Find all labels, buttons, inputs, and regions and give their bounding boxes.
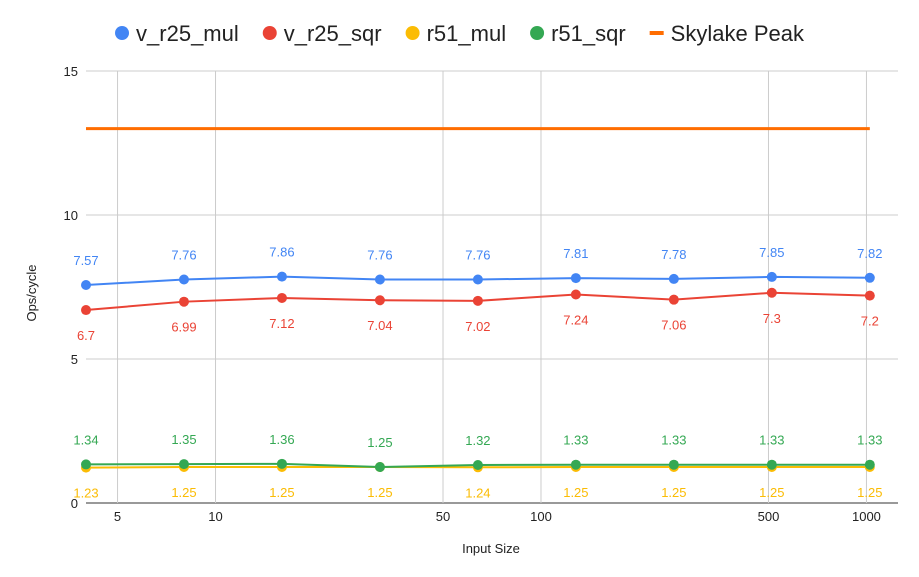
data-label-r51-mul: 1.23 <box>73 486 98 501</box>
data-label-v-r25-mul: 7.76 <box>465 248 490 263</box>
data-label-v-r25-sqr: 7.3 <box>763 311 781 326</box>
data-point-r51-sqr <box>178 459 189 470</box>
data-point-r51-sqr <box>668 459 679 470</box>
data-label-v-r25-sqr: 7.02 <box>465 319 490 334</box>
data-point-v-r25-sqr <box>374 295 385 306</box>
data-label-r51-mul: 1.25 <box>563 485 588 500</box>
data-label-r51-mul: 1.25 <box>171 485 196 500</box>
data-label-r51-sqr: 1.25 <box>367 435 392 450</box>
data-label-r51-sqr: 1.32 <box>465 433 490 448</box>
legend-item-skylake-peak: Skylake Peak <box>649 21 805 46</box>
x-tick-label: 1000 <box>852 509 881 524</box>
data-point-v-r25-mul <box>374 274 385 285</box>
data-label-v-r25-mul: 7.85 <box>759 245 784 260</box>
data-point-r51-sqr <box>472 459 483 470</box>
data-point-v-r25-mul <box>864 272 875 283</box>
x-tick-label: 5 <box>114 509 121 524</box>
legend-label: r51_mul <box>427 21 506 46</box>
data-label-v-r25-mul: 7.76 <box>367 248 392 263</box>
data-point-r51-sqr <box>864 459 875 470</box>
data-label-v-r25-mul: 7.81 <box>563 246 588 261</box>
data-point-v-r25-sqr <box>178 296 189 307</box>
data-label-r51-sqr: 1.33 <box>857 433 882 448</box>
y-tick-label: 10 <box>64 208 78 223</box>
x-tick-label: 50 <box>436 509 450 524</box>
data-point-r51-sqr <box>374 462 385 472</box>
legend-item-r51-mul: r51_mul <box>405 21 506 46</box>
legend-label: r51_sqr <box>551 21 626 46</box>
data-point-r51-sqr <box>766 459 777 470</box>
legend-item-v-r25-sqr: v_r25_sqr <box>262 21 382 46</box>
data-label-v-r25-mul: 7.78 <box>661 247 686 262</box>
data-label-v-r25-sqr: 7.04 <box>367 318 392 333</box>
data-point-v-r25-sqr <box>766 287 777 298</box>
y-tick-label: 15 <box>64 64 78 79</box>
y-tick-label: 5 <box>71 352 78 367</box>
x-tick-label: 100 <box>530 509 552 524</box>
data-point-v-r25-mul <box>178 274 189 285</box>
data-point-v-r25-mul <box>766 271 777 282</box>
data-label-r51-mul: 1.24 <box>465 485 490 500</box>
legend-item-r51-sqr: r51_sqr <box>530 21 626 46</box>
data-label-r51-mul: 1.25 <box>857 485 882 500</box>
data-label-r51-sqr: 1.33 <box>661 433 686 448</box>
data-label-v-r25-mul: 7.86 <box>269 245 294 260</box>
data-label-r51-mul: 1.25 <box>367 485 392 500</box>
data-label-r51-mul: 1.25 <box>759 485 784 500</box>
data-label-r51-sqr: 1.35 <box>171 432 196 447</box>
data-point-v-r25-sqr <box>472 295 483 306</box>
data-point-v-r25-mul <box>668 273 679 284</box>
legend-swatch <box>262 26 277 40</box>
data-label-r51-sqr: 1.33 <box>759 433 784 448</box>
data-label-r51-mul: 1.25 <box>661 485 686 500</box>
data-label-r51-mul: 1.25 <box>269 485 294 500</box>
gridlines <box>86 70 898 504</box>
legend-label: v_r25_mul <box>136 21 239 46</box>
data-point-v-r25-sqr <box>864 290 875 301</box>
y-tick-label: 0 <box>71 496 78 511</box>
x-tick-label: 500 <box>758 509 780 524</box>
data-label-v-r25-sqr: 6.99 <box>171 320 196 335</box>
data-point-r51-sqr <box>570 459 581 470</box>
x-axis-title: Input Size <box>462 541 520 556</box>
data-label-v-r25-sqr: 7.12 <box>269 316 294 331</box>
data-point-r51-sqr <box>276 458 287 469</box>
data-label-v-r25-mul: 7.82 <box>857 246 882 261</box>
data-point-r51-sqr <box>81 459 91 470</box>
legend-swatch <box>530 26 545 40</box>
legend-label: v_r25_sqr <box>284 21 382 46</box>
data-label-v-r25-sqr: 7.06 <box>661 318 686 333</box>
x-axis-ticks: 5 10 50 100 500 1000 <box>114 509 881 524</box>
data-label-v-r25-sqr: 6.7 <box>77 328 95 343</box>
y-axis-title: Ops/cycle <box>24 264 39 321</box>
y-axis-ticks: 0 5 10 15 <box>64 64 78 511</box>
data-label-v-r25-mul: 7.57 <box>73 253 98 268</box>
data-point-v-r25-sqr <box>81 305 91 316</box>
data-label-r51-sqr: 1.36 <box>269 432 294 447</box>
data-label-r51-sqr: 1.33 <box>563 433 588 448</box>
data-point-v-r25-mul <box>276 271 287 282</box>
data-point-v-r25-mul <box>570 273 581 284</box>
data-label-v-r25-sqr: 7.2 <box>861 314 879 329</box>
data-point-v-r25-sqr <box>276 292 287 303</box>
data-point-v-r25-mul <box>472 274 483 285</box>
legend-swatch <box>649 31 664 35</box>
data-labels: 7.57 7.76 7.86 7.76 7.76 7.81 7.78 7.85 7.82 6.7 6… <box>73 245 882 501</box>
legend-swatch <box>115 26 130 40</box>
data-point-v-r25-sqr <box>668 294 679 305</box>
legend-swatch <box>405 26 420 40</box>
series-layer <box>81 127 875 473</box>
data-point-v-r25-mul <box>81 279 91 290</box>
data-point-v-r25-sqr <box>570 289 581 300</box>
data-label-v-r25-sqr: 7.24 <box>563 312 588 327</box>
legend-label: Skylake Peak <box>671 21 805 46</box>
legend-item-v-r25-mul: v_r25_mul <box>115 21 239 46</box>
data-label-v-r25-mul: 7.76 <box>171 248 196 263</box>
data-label-r51-sqr: 1.34 <box>73 432 98 447</box>
legend: v_r25_mul v_r25_sqr r51_mul r51_sqr Skylake … <box>115 21 805 46</box>
x-tick-label: 10 <box>208 509 222 524</box>
